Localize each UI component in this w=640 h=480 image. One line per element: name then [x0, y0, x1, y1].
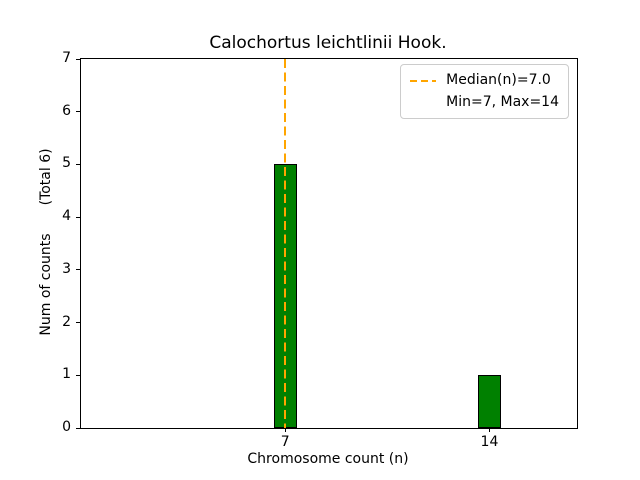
- chart-title: Calochortus leichtlinii Hook.: [209, 33, 447, 53]
- y-tick-mark: [76, 163, 80, 165]
- y-tick-label: 3: [62, 260, 71, 277]
- y-tick-mark: [76, 111, 80, 113]
- y-tick-label: 7: [62, 50, 71, 66]
- x-tick-mark: [284, 428, 286, 432]
- x-tick-label: 7: [280, 434, 290, 450]
- y-axis-label: Num of counts (Total 6): [38, 148, 54, 335]
- y-axis-total-note: (Total 6): [38, 148, 54, 206]
- x-tick-mark: [488, 428, 490, 432]
- y-tick-mark: [76, 216, 80, 218]
- legend-entry-median: Median(n)=7.0: [410, 71, 559, 90]
- y-tick-mark: [76, 269, 80, 271]
- y-tick-mark: [76, 374, 80, 376]
- y-tick-label: 4: [62, 208, 71, 225]
- y-tick-label: 5: [62, 155, 71, 172]
- bar: [477, 375, 502, 428]
- legend-entry-minmax: Min=7, Max=14: [410, 93, 559, 112]
- legend-label-median: Median(n)=7.0: [446, 72, 551, 88]
- y-tick-mark: [76, 322, 80, 324]
- legend-label-minmax: Min=7, Max=14: [446, 94, 559, 110]
- y-tick-label: 2: [62, 313, 71, 330]
- dashed-line-icon: [410, 79, 437, 82]
- x-tick-label: 14: [480, 434, 499, 450]
- y-axis-label-text: Num of counts: [38, 233, 54, 336]
- y-tick-mark: [76, 427, 80, 429]
- median-line: [284, 59, 287, 428]
- y-tick-label: 1: [62, 366, 71, 383]
- y-tick-label: 0: [62, 419, 71, 435]
- x-axis-label: Chromosome count (n): [247, 451, 409, 467]
- legend: Median(n)=7.0 Min=7, Max=14: [400, 64, 569, 119]
- legend-handle-blank: [410, 102, 436, 104]
- y-tick-mark: [76, 58, 80, 60]
- plot-area: Median(n)=7.0 Min=7, Max=14 0 1 2 3 4 5 6 7 7 14: [62, 50, 578, 450]
- y-tick-label: 6: [62, 102, 71, 119]
